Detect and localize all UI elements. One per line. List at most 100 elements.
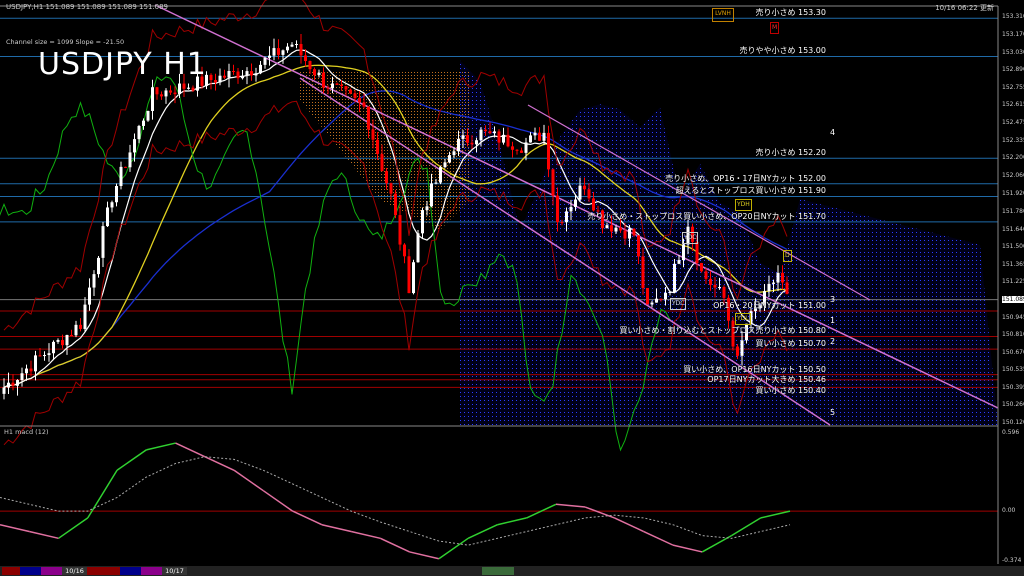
candle-body [155, 87, 159, 95]
candle-body [277, 48, 280, 55]
candle-body [367, 106, 370, 130]
candle-body [56, 340, 60, 342]
macd-tick-label: -0.374 [1002, 557, 1022, 564]
price-tick-label: 151.365 [1002, 260, 1024, 268]
candle-body [371, 129, 375, 140]
candle-body [119, 166, 123, 186]
macd-main-segment [292, 510, 323, 526]
ydh-box: YDH [735, 199, 752, 211]
candle-body [551, 169, 555, 196]
candle-body [574, 199, 577, 207]
macd-label: H1 macd (12) [4, 428, 49, 436]
level-label: 買い小さめ 150.70 [755, 339, 826, 349]
candle-body [317, 72, 321, 76]
candle-body [497, 131, 501, 143]
candle-body [484, 129, 487, 132]
candle-body [218, 75, 222, 83]
candle-body [403, 244, 406, 257]
candle-body [547, 132, 550, 170]
macd-main-segment [614, 517, 645, 533]
candle-body [538, 132, 541, 141]
candle-body [178, 83, 181, 95]
candle-body [520, 150, 523, 153]
price-tick-label: 150.945 [1002, 314, 1024, 321]
level-label: 売り小さめ 153.30 [755, 8, 826, 18]
candle-body [425, 206, 429, 211]
candle-body [493, 131, 496, 134]
macd-main-segment [175, 442, 206, 458]
candle-body [137, 125, 141, 140]
candle-body [659, 298, 663, 300]
candle-body [569, 206, 573, 212]
channel-info: Channel size = 1099 Slope = -21.50 [6, 38, 125, 46]
candle-body [394, 193, 397, 216]
candle-body [7, 382, 10, 388]
candle-body [628, 228, 631, 239]
candle-body [749, 311, 753, 324]
candle-body [700, 263, 703, 272]
time-segment [41, 567, 62, 575]
candle-body [560, 222, 564, 224]
candle-body [623, 230, 627, 239]
candle-body [506, 134, 510, 147]
candle-body [412, 262, 415, 294]
candle-body [236, 71, 240, 79]
candle-body [38, 355, 42, 357]
candle-body [673, 263, 676, 293]
time-segment [141, 567, 162, 575]
macd-main-segment [731, 517, 762, 537]
candle-body [596, 210, 600, 212]
candle-body [542, 132, 546, 141]
candle-body [578, 185, 582, 200]
candle-body [115, 185, 118, 203]
candle-body [74, 324, 78, 336]
price-tick-label: 150.535 [1002, 366, 1024, 374]
macd-main-segment [380, 537, 410, 553]
macd-main-segment [146, 442, 176, 451]
candle-body [2, 387, 6, 394]
lvnh-box: LVNH [712, 8, 734, 22]
candle-body [650, 302, 654, 305]
time-segment [120, 567, 141, 575]
candle-body [335, 83, 339, 85]
candle-body [286, 46, 289, 51]
candle-body [322, 72, 325, 88]
price-tick-label: 152.335 [1002, 137, 1024, 145]
candle-body [196, 76, 199, 91]
candle-body [11, 382, 15, 386]
candle-body [385, 171, 388, 184]
macd-tick-label: 0.596 [1002, 429, 1020, 436]
candle-body [421, 210, 424, 234]
daily-box: D [783, 250, 792, 262]
candle-body [92, 274, 96, 288]
candle-body [101, 226, 105, 258]
scrollbar-thumb[interactable] [482, 567, 514, 575]
price-tick-label: 151.780 [1002, 207, 1024, 215]
candle-body [722, 286, 726, 298]
candle-body [610, 225, 613, 232]
candle-body [232, 71, 235, 73]
candle-body [686, 226, 690, 245]
macd-main-segment [87, 469, 118, 519]
level-label: 売りやや小さめ 153.00 [739, 46, 826, 56]
level-label: 買い小さめ 150.40 [755, 386, 826, 396]
candle-body [133, 139, 136, 153]
candle-body [340, 84, 343, 87]
candle-body [745, 323, 748, 341]
candle-body [52, 341, 55, 354]
ydl-box: YDL [735, 313, 751, 325]
candle-body [146, 110, 150, 121]
candle-body [151, 87, 154, 111]
candle-body [254, 73, 258, 76]
candle-body [43, 355, 46, 357]
macd-tick-label: 0.00 [1002, 507, 1016, 515]
level-label: 売り小さめ 152.20 [755, 148, 826, 158]
candle-body [479, 129, 483, 141]
candle-body [452, 151, 456, 156]
candle-body [718, 286, 721, 288]
candle-body [65, 334, 69, 346]
price-tick-label: 151.089 [1002, 295, 1024, 303]
candle-body [556, 195, 559, 223]
price-tick-label: 153.310 [1002, 13, 1024, 20]
